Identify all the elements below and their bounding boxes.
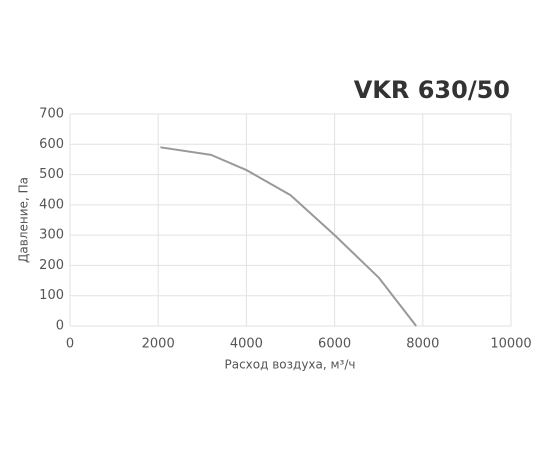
x-tick-label: 2000 — [142, 337, 175, 352]
y-tick-label: 500 — [39, 167, 64, 182]
y-tick-label: 600 — [39, 137, 64, 152]
y-axis-label: Давление, Па — [17, 177, 31, 263]
y-tick-label: 300 — [39, 228, 64, 243]
x-tick-label: 8000 — [406, 337, 439, 352]
x-tick-label: 4000 — [230, 337, 263, 352]
y-tick-label: 0 — [56, 319, 64, 334]
x-tick-label: 6000 — [318, 337, 351, 352]
y-tick-label: 200 — [39, 258, 64, 273]
y-tick-label: 400 — [39, 197, 64, 212]
x-tick-label: 10000 — [490, 337, 531, 352]
y-tick-label: 100 — [39, 288, 64, 303]
x-axis-label: Расход воздуха, м³/ч — [224, 358, 355, 372]
chart-title: VKR 630/50 — [354, 76, 510, 104]
data-line — [160, 146, 417, 327]
y-tick-label: 700 — [39, 107, 64, 122]
x-tick-label: 0 — [66, 337, 74, 352]
